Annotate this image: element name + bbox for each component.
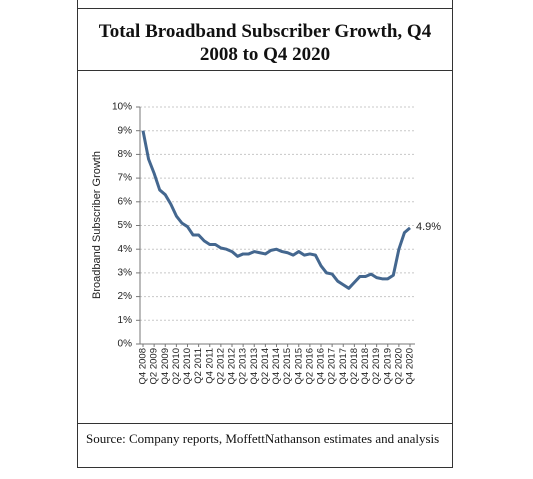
x-tick-label: Q2 2013	[238, 348, 249, 384]
x-tick-label: Q4 2012	[227, 348, 238, 384]
x-tick-label: Q4 2008	[138, 348, 149, 384]
x-tick-label: Q4 2009	[160, 348, 171, 384]
x-tick-label: Q4 2015	[293, 348, 304, 384]
y-tick-label: 2%	[118, 291, 133, 302]
y-tick-label: 1%	[118, 315, 133, 326]
y-tick-label: 8%	[118, 149, 133, 160]
frame	[77, 0, 453, 468]
y-tick-label: 4%	[118, 244, 133, 255]
x-tick-label: Q2 2014	[260, 348, 271, 384]
chart-title: Total Broadband Subscriber Growth, Q4 20…	[98, 21, 432, 65]
y-tick-label: 9%	[118, 125, 133, 136]
x-tick-label: Q4 2020	[405, 348, 416, 384]
x-tick-label: Q2 2019	[371, 348, 382, 384]
y-tick-label: 10%	[112, 102, 132, 113]
x-tick-label: Q2 2018	[349, 348, 360, 384]
source-note: Source: Company reports, MoffettNathanso…	[86, 431, 440, 446]
y-tick-label: 3%	[118, 268, 133, 279]
x-tick-label: Q2 2016	[304, 348, 315, 384]
x-tick-label: Q2 2010	[171, 348, 182, 384]
data-line	[141, 130, 411, 290]
x-tick-label: Q2 2020	[393, 348, 404, 384]
y-tick-label: 7%	[118, 173, 133, 184]
x-tick-label: Q4 2010	[182, 348, 193, 384]
x-tick-label: Q4 2013	[249, 348, 260, 384]
y-tick-label: 5%	[118, 220, 133, 231]
x-tick-label: Q4 2017	[338, 348, 349, 384]
x-tick-label: Q4 2019	[382, 348, 393, 384]
y-tick-label: 0%	[118, 339, 133, 350]
x-tick-label: Q2 2011	[193, 348, 204, 384]
x-tick-label: Q4 2011	[204, 348, 215, 384]
data-label: 4.9%	[416, 221, 441, 233]
y-tick-label: 6%	[118, 196, 133, 207]
x-tick-label: Q4 2014	[271, 348, 282, 384]
x-tick-label: Q2 2015	[282, 348, 293, 384]
y-axis-label: Broadband Subscriber Growth	[91, 151, 103, 299]
x-tick-label: Q2 2009	[149, 348, 160, 384]
x-tick-label: Q2 2017	[327, 348, 338, 384]
x-tick-label: Q4 2016	[316, 348, 327, 384]
x-tick-label: Q2 2012	[215, 348, 226, 384]
x-tick-label: Q4 2018	[360, 348, 371, 384]
